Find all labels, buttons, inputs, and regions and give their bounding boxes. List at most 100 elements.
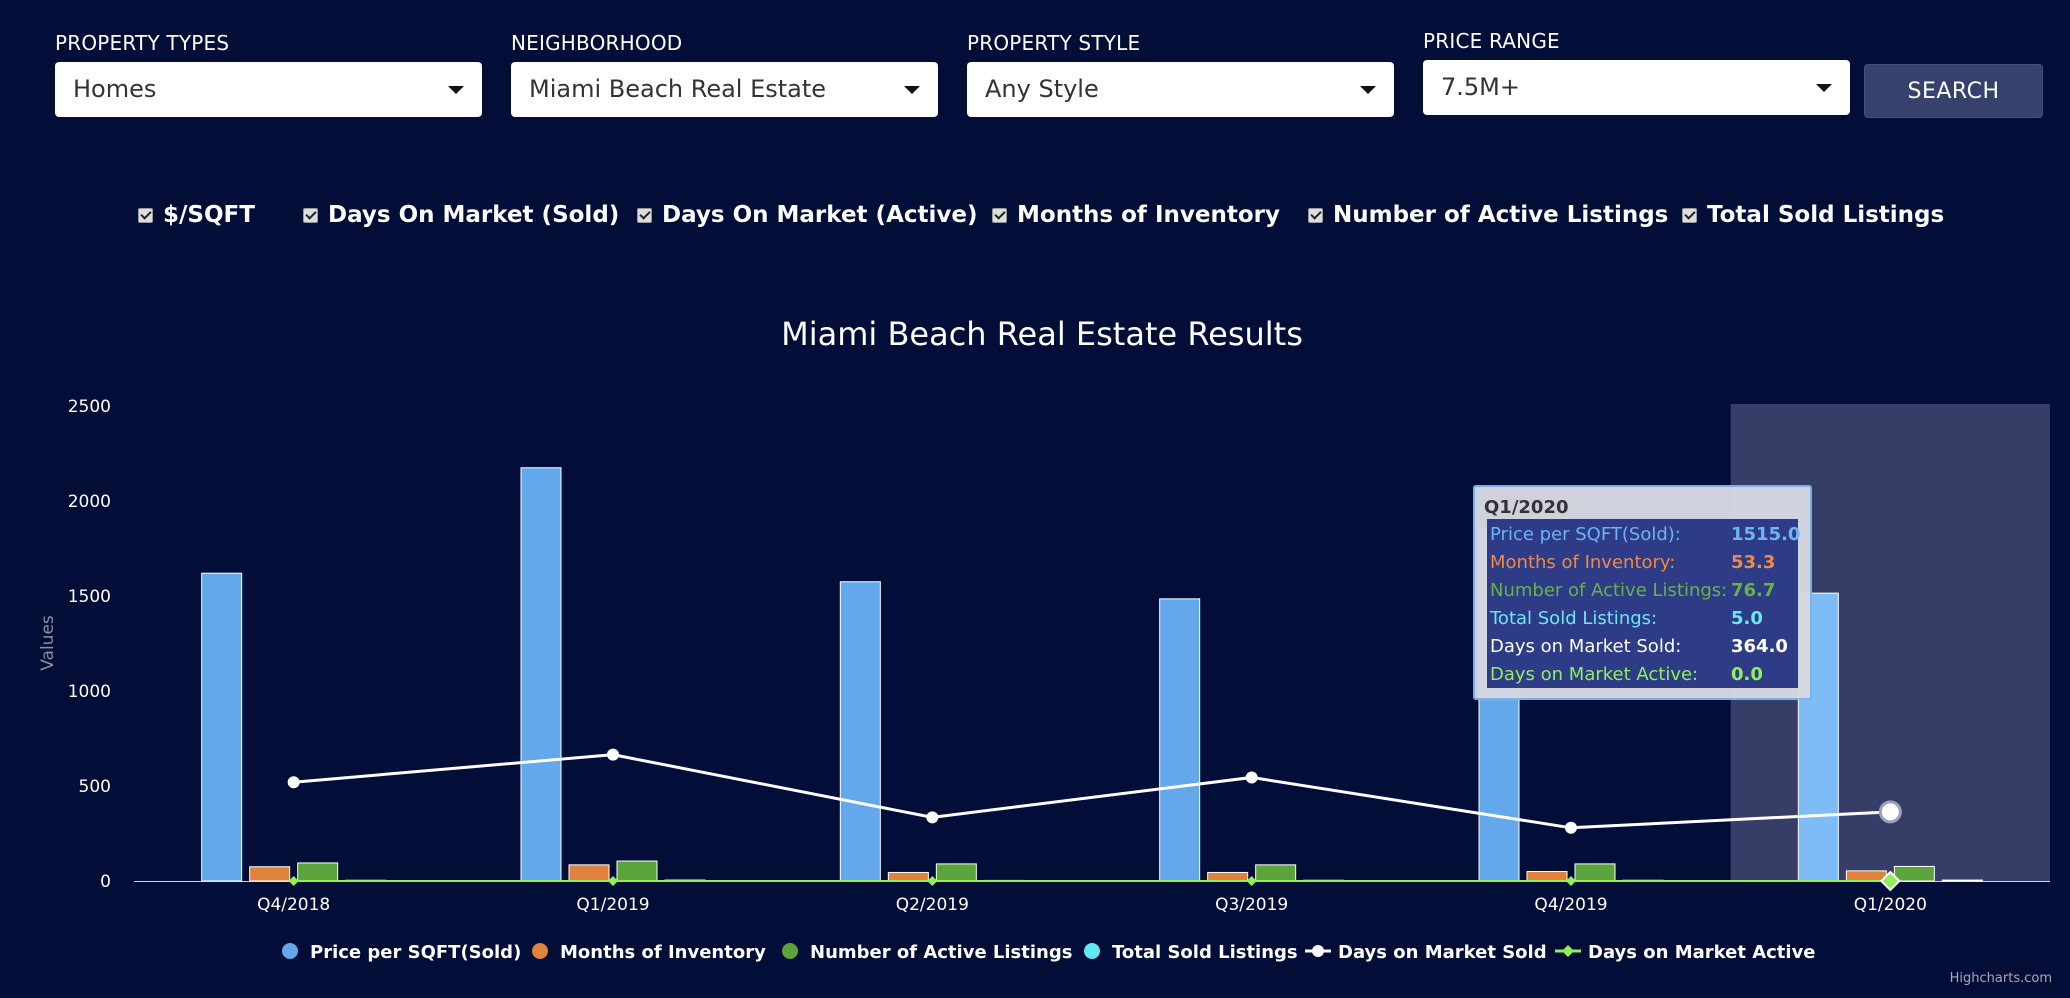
y-tick-label: 1000 — [68, 682, 111, 702]
legend-item-days-on-market-active[interactable]: Days on Market Active — [1588, 942, 1816, 963]
point-days-on-market-sold[interactable] — [1878, 800, 1902, 824]
bar-price-per-sqft-sold[interactable] — [520, 467, 562, 882]
point-days-on-market-sold[interactable] — [607, 748, 619, 761]
toggle-label: Days On Market (Sold) — [328, 202, 620, 228]
legend-item-months-of-inventory[interactable]: Months of Inventory — [560, 942, 766, 963]
toggle-days-on-market-sold[interactable]: Days On Market (Sold) — [303, 198, 619, 232]
point-days-on-market-active[interactable] — [288, 876, 299, 886]
legend-item-price-per-sqft-sold[interactable]: Price per SQFT(Sold) — [310, 942, 521, 963]
bar-price-per-sqft-sold[interactable] — [839, 581, 881, 882]
x-tick-label: Q4/2018 — [257, 895, 330, 915]
legend-marker-point-days-on-market-active[interactable] — [1562, 945, 1574, 957]
line-days-on-market-sold — [293, 753, 1891, 830]
bar-number-of-active-listings[interactable] — [1893, 865, 1935, 882]
property-style-filter: PROPERTY STYLE Any Style — [967, 30, 1394, 117]
property-types-select[interactable]: Homes — [55, 62, 482, 117]
point-days-on-market-active[interactable] — [1879, 870, 1901, 892]
search-button[interactable]: SEARCH — [1864, 64, 2043, 118]
tooltip-table — [1487, 519, 1798, 688]
neighborhood-select[interactable]: Miami Beach Real Estate — [511, 62, 938, 117]
tooltip-row-value: 0.0 — [1731, 664, 1763, 685]
point-days-on-market-active[interactable] — [927, 876, 938, 886]
checkbox-checked-icon[interactable] — [303, 207, 318, 223]
toggle-active-listings[interactable]: Number of Active Listings — [1308, 198, 1668, 232]
property-types-value: Homes — [73, 75, 157, 103]
point-days-on-market-sold[interactable] — [1245, 771, 1258, 784]
bar-number-of-active-listings[interactable] — [1574, 863, 1616, 882]
bar-months-of-inventory[interactable] — [887, 871, 929, 882]
toggle-total-sold-listings[interactable]: Total Sold Listings — [1682, 198, 1944, 232]
caret-down-icon — [1360, 86, 1376, 94]
results-chart: Miami Beach Real Estate Results Values 0 50… — [38, 315, 2050, 963]
bar-months-of-inventory[interactable] — [1526, 871, 1568, 882]
legend-marker-number-of-active-listings[interactable] — [782, 943, 798, 959]
checkbox-checked-icon[interactable] — [637, 207, 652, 223]
y-axis-title: Values — [38, 615, 58, 671]
tooltip-row-value: 364.0 — [1731, 636, 1788, 657]
y-tick-label: 0 — [100, 872, 111, 892]
legend-marker-months-of-inventory[interactable] — [532, 943, 548, 959]
x-tick-label: Q3/2019 — [1215, 895, 1288, 915]
tooltip-row-label: Number of Active Listings: — [1490, 580, 1727, 601]
tooltip-row-value: 53.3 — [1731, 552, 1775, 573]
point-days-on-market-active[interactable] — [1566, 876, 1576, 886]
tooltip-row-value: 1515.0 — [1731, 524, 1800, 545]
property-style-value: Any Style — [985, 75, 1099, 103]
series-toggles: $/SQFT Days On Market (Sold) Days On Mar… — [0, 198, 2070, 232]
bar-months-of-inventory[interactable] — [1207, 871, 1249, 882]
neighborhood-label: NEIGHBORHOOD — [511, 31, 683, 55]
bar-price-per-sqft-sold[interactable] — [201, 572, 243, 882]
tooltip-row-label: Days on Market Active: — [1490, 664, 1698, 685]
point-days-on-market-active[interactable] — [608, 876, 618, 886]
toggle-label: Months of Inventory — [1017, 202, 1280, 228]
bar-number-of-active-listings[interactable] — [616, 860, 658, 882]
bar-number-of-active-listings[interactable] — [935, 863, 977, 882]
x-tick-label: Q1/2020 — [1854, 895, 1927, 915]
tooltip-row-label: Days on Market Sold: — [1490, 636, 1681, 657]
price-range-select[interactable]: 7.5M+ — [1423, 60, 1850, 115]
checkbox-checked-icon[interactable] — [992, 207, 1007, 223]
chart-title: Miami Beach Real Estate Results — [781, 315, 1303, 353]
property-types-filter: PROPERTY TYPES Homes — [55, 30, 482, 117]
tooltip-row-label: Total Sold Listings: — [1489, 608, 1657, 629]
toggle-months-of-inventory[interactable]: Months of Inventory — [992, 198, 1280, 232]
x-tick-label: Q2/2019 — [896, 895, 969, 915]
y-tick-label: 2000 — [68, 492, 111, 512]
bar-price-per-sqft-sold[interactable] — [1159, 598, 1201, 882]
caret-down-icon — [904, 86, 920, 94]
bar-number-of-active-listings[interactable] — [297, 862, 339, 882]
checkbox-checked-icon[interactable] — [1308, 207, 1323, 223]
legend-item-number-of-active-listings[interactable]: Number of Active Listings — [810, 942, 1072, 963]
legend-marker-total-sold-listings[interactable] — [1084, 943, 1100, 959]
bar-number-of-active-listings[interactable] — [1255, 864, 1297, 882]
point-days-on-market-active[interactable] — [1246, 876, 1257, 886]
legend-marker-price-per-sqft-sold[interactable] — [282, 943, 298, 959]
property-style-select[interactable]: Any Style — [967, 62, 1394, 117]
bar-months-of-inventory[interactable] — [568, 864, 610, 882]
checkbox-checked-icon[interactable] — [1682, 207, 1697, 223]
price-range-value: 7.5M+ — [1441, 73, 1520, 101]
bar-months-of-inventory[interactable] — [1845, 870, 1887, 882]
tooltip-row-label: Months of Inventory: — [1490, 552, 1675, 573]
point-days-on-market-sold[interactable] — [1565, 821, 1577, 834]
y-tick-label: 500 — [79, 777, 111, 797]
bar-total-sold-listings[interactable] — [1941, 879, 1983, 882]
price-range-label: PRICE RANGE — [1423, 29, 1560, 53]
point-days-on-market-sold[interactable] — [926, 811, 939, 824]
checkbox-checked-icon[interactable] — [138, 207, 153, 223]
toggle-label: $/SQFT — [163, 202, 255, 228]
toggle-label: Number of Active Listings — [1333, 202, 1669, 228]
bar-months-of-inventory[interactable] — [249, 866, 291, 882]
tooltip-row-value: 76.7 — [1731, 580, 1775, 601]
toggle-label: Days On Market (Active) — [662, 202, 978, 228]
point-days-on-market-sold[interactable] — [287, 776, 300, 789]
legend-item-days-on-market-sold[interactable]: Days on Market Sold — [1338, 942, 1547, 963]
legend-item-total-sold-listings[interactable]: Total Sold Listings — [1112, 942, 1298, 963]
neighborhood-value: Miami Beach Real Estate — [529, 75, 827, 103]
toggle-days-on-market-active[interactable]: Days On Market (Active) — [637, 198, 978, 232]
tooltip-row-value: 5.0 — [1731, 608, 1763, 629]
toggle-price-sqft[interactable]: $/SQFT — [138, 198, 255, 232]
chart-credit: Highcharts.com — [1949, 971, 2052, 986]
tooltip-row-label: Price per SQFT(Sold): — [1490, 524, 1681, 545]
legend-marker-point-days-on-market-sold[interactable] — [1312, 945, 1324, 957]
